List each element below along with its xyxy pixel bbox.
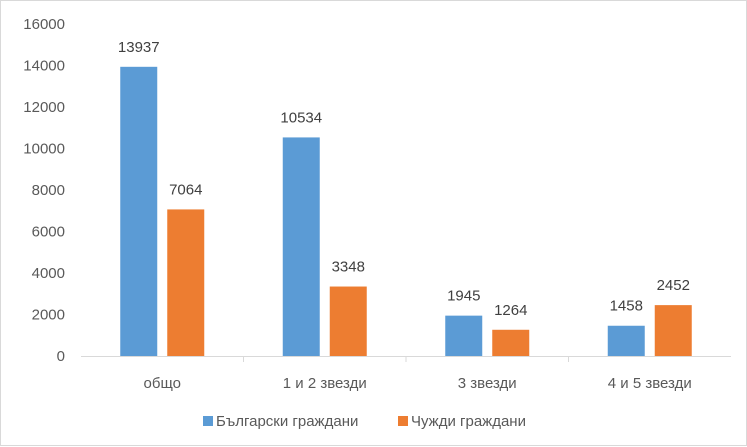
bar <box>282 137 320 356</box>
y-axis: 0 2000 4000 6000 8000 10000 12000 14000 16000 <box>23 16 65 365</box>
bar <box>445 315 483 356</box>
bar <box>492 329 530 356</box>
x-tick-label: 1 и 2 звезди <box>283 375 367 392</box>
x-tick-label: 3 звезди <box>458 375 517 392</box>
legend-label: Чужди граждани <box>411 413 526 430</box>
y-tick-label: 8000 <box>32 182 65 199</box>
y-tick-label: 4000 <box>32 265 65 282</box>
data-label: 7064 <box>169 181 202 198</box>
y-tick-label: 6000 <box>32 224 65 241</box>
legend-label: Български граждани <box>216 413 358 430</box>
data-labels: 13937 10534 1945 1458 7064 3348 1264 2452 <box>118 39 690 319</box>
bar <box>329 286 367 356</box>
data-label: 1264 <box>494 302 527 319</box>
legend-swatch <box>203 416 213 426</box>
legend-swatch <box>398 416 408 426</box>
x-axis: общо 1 и 2 звезди 3 звезди 4 и 5 звезди <box>81 356 731 392</box>
bars <box>120 66 692 356</box>
y-tick-label: 16000 <box>23 16 65 33</box>
bar <box>654 305 692 356</box>
bar <box>167 209 205 356</box>
bar <box>120 66 158 356</box>
y-tick-label: 10000 <box>23 141 65 158</box>
data-label: 1458 <box>610 298 643 315</box>
data-label: 2452 <box>657 277 690 294</box>
y-tick-label: 0 <box>57 348 65 365</box>
y-tick-label: 12000 <box>23 99 65 116</box>
y-tick-label: 2000 <box>32 307 65 324</box>
x-tick-label: 4 и 5 звезди <box>608 375 692 392</box>
data-label: 10534 <box>280 109 322 126</box>
y-tick-label: 14000 <box>23 58 65 75</box>
bar <box>607 325 645 356</box>
data-label: 1945 <box>447 288 480 305</box>
x-tick-label: общо <box>144 375 181 392</box>
data-label: 3348 <box>332 259 365 276</box>
legend: Български граждани Чужди граждани <box>203 413 526 430</box>
data-label: 13937 <box>118 39 160 56</box>
